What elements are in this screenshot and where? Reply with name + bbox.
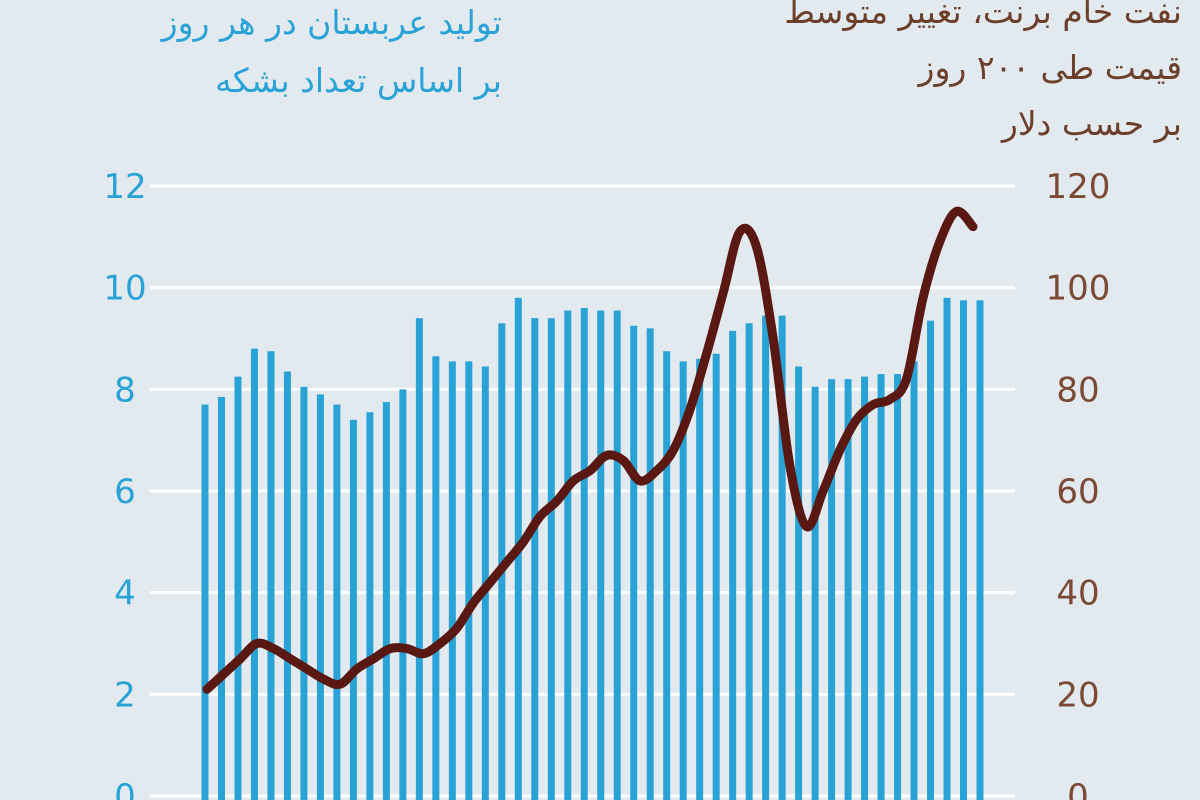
title-right-line3: بر حسب دلار (1001, 104, 1182, 143)
chart-title-left: تولید عربستان در هر روز بر اساس تعداد بش… (10, 0, 502, 110)
bar (729, 330, 737, 800)
bar (415, 318, 423, 800)
bar (811, 386, 819, 800)
bar (382, 402, 390, 800)
bar (795, 366, 803, 800)
bar (679, 361, 687, 800)
right-tick-label: 100 (1046, 269, 1111, 309)
right-tick-label: 80 (1056, 370, 1099, 410)
left-axis: 0 2 4 6 8 10 12 (103, 167, 146, 800)
title-right-line1: نفت خام برنت، تغییر متوسط (784, 0, 1182, 31)
bar (943, 297, 951, 800)
bar (316, 394, 324, 800)
right-tick-label: 0 (1067, 777, 1089, 800)
bar (399, 389, 407, 800)
bar (877, 374, 885, 800)
bar (432, 356, 440, 800)
bar (531, 318, 539, 800)
title-right-line2: قیمت طی ۲۰۰ روز (918, 48, 1182, 87)
left-tick-label: 10 (103, 269, 146, 309)
bar (547, 318, 555, 800)
bar (828, 379, 836, 800)
bar (267, 351, 275, 800)
bar-series (201, 297, 984, 800)
title-left-line1: تولید عربستان در هر روز (161, 3, 502, 42)
bar (366, 412, 374, 800)
bar (580, 308, 588, 800)
bar (630, 325, 638, 800)
price-line (202, 206, 978, 694)
right-axis: 0 20 40 60 80 100 120 (1046, 167, 1111, 800)
bar (976, 300, 984, 800)
bar (712, 353, 720, 800)
bar (927, 320, 935, 800)
bar (960, 300, 968, 800)
bar (283, 371, 291, 800)
title-left-line2: بر اساس تعداد بشکه (215, 61, 502, 100)
bar (597, 310, 605, 800)
chart-title-right: نفت خام برنت، تغییر متوسط قیمت طی ۲۰۰ رو… (622, 0, 1182, 152)
bar (234, 376, 242, 800)
bar (762, 315, 770, 800)
bar (646, 328, 654, 800)
right-tick-label: 20 (1056, 675, 1099, 715)
left-tick-label: 4 (114, 574, 136, 614)
bar (613, 310, 621, 800)
bar (745, 323, 753, 800)
bar (894, 374, 902, 800)
bar (333, 404, 341, 800)
right-tick-label: 60 (1056, 472, 1099, 512)
bar (910, 361, 918, 800)
line-series (202, 206, 978, 694)
bar (201, 404, 209, 800)
right-tick-label: 120 (1046, 167, 1111, 207)
bar (663, 351, 671, 800)
bar (861, 376, 869, 800)
bar (844, 379, 852, 800)
bar (564, 310, 572, 800)
left-tick-label: 8 (114, 370, 136, 410)
left-tick-label: 0 (114, 777, 136, 800)
left-tick-label: 12 (103, 167, 146, 207)
bar (465, 361, 473, 800)
bar (448, 361, 456, 800)
bar (349, 419, 357, 800)
bar (300, 386, 308, 800)
right-tick-label: 40 (1056, 574, 1099, 614)
left-tick-label: 2 (114, 675, 136, 715)
bar (696, 358, 704, 800)
bar (250, 348, 258, 800)
left-tick-label: 6 (114, 472, 136, 512)
bar (217, 396, 225, 800)
bar (778, 315, 786, 800)
